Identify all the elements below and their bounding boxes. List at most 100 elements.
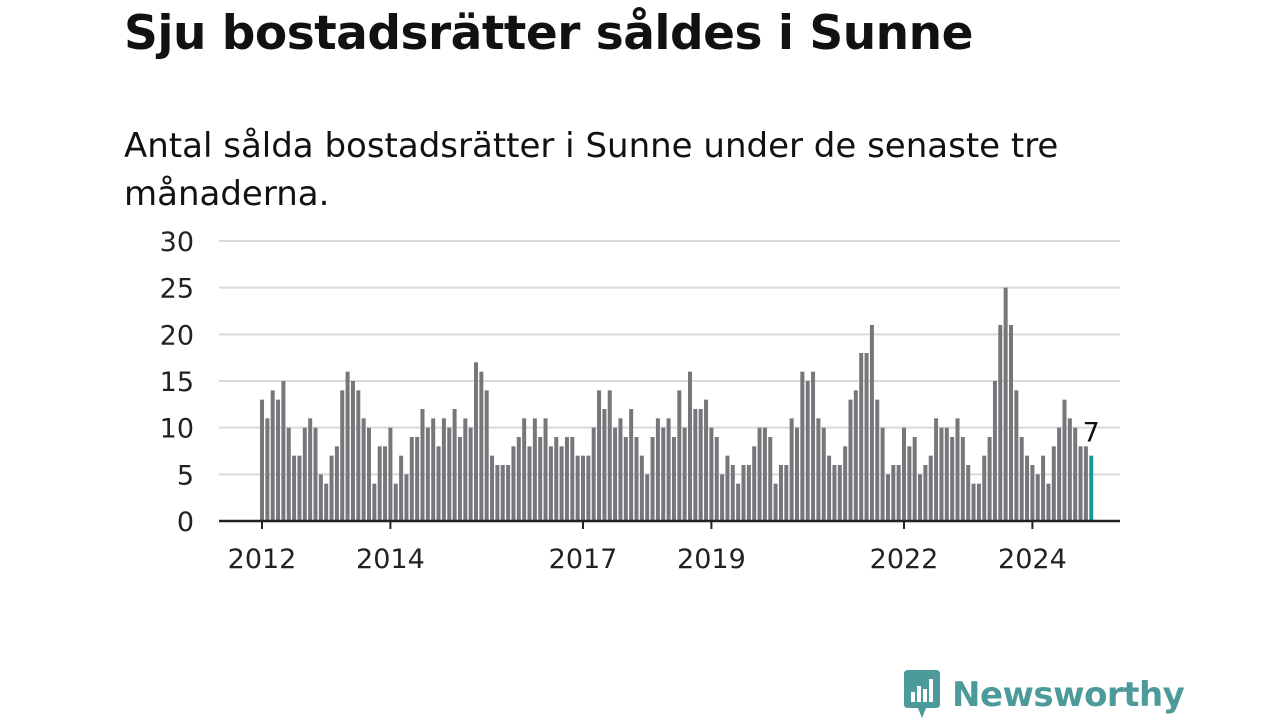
bar <box>1003 287 1008 521</box>
bar <box>516 437 521 521</box>
bar <box>789 418 794 521</box>
bar <box>479 371 484 521</box>
bar <box>1062 399 1067 521</box>
bar <box>532 418 537 521</box>
bar <box>468 427 473 521</box>
bar <box>955 418 960 521</box>
bar <box>966 465 971 521</box>
bar <box>682 427 687 521</box>
bar <box>875 399 880 521</box>
bar <box>773 483 778 521</box>
bar <box>388 427 393 521</box>
bar <box>613 427 618 521</box>
bar <box>725 455 730 521</box>
bar <box>575 455 580 521</box>
bar <box>345 371 350 521</box>
chart-subtitle: Antal sålda bostadsrätter i Sunne under … <box>124 126 1059 214</box>
bar <box>650 437 655 521</box>
bar <box>1025 455 1030 521</box>
bar <box>506 465 511 521</box>
bar <box>848 399 853 521</box>
bar <box>441 418 446 521</box>
bar <box>853 390 858 521</box>
bar <box>971 483 976 521</box>
bar <box>869 325 874 521</box>
bar <box>800 371 805 521</box>
bar <box>313 427 318 521</box>
bar <box>634 437 639 521</box>
bar <box>709 427 714 521</box>
y-tick-label: 0 <box>177 507 194 538</box>
bar <box>1009 325 1013 521</box>
bar <box>361 418 366 521</box>
bar <box>859 353 864 521</box>
bar <box>554 437 559 521</box>
bar <box>944 427 949 521</box>
bar <box>992 381 997 521</box>
bar <box>286 427 291 521</box>
bar <box>597 390 602 521</box>
bar <box>334 446 339 521</box>
bar <box>982 455 987 521</box>
bar <box>260 399 264 521</box>
bar <box>543 418 548 521</box>
bar <box>1030 465 1035 521</box>
bar <box>677 390 682 521</box>
bar <box>356 390 361 521</box>
bar <box>768 437 773 521</box>
bar <box>490 455 495 521</box>
bar <box>393 483 398 521</box>
bar <box>907 446 912 521</box>
bar <box>885 474 890 521</box>
bar <box>265 418 270 521</box>
bar <box>457 437 462 521</box>
bar <box>538 437 543 521</box>
bar <box>570 437 575 521</box>
bar <box>484 390 489 521</box>
bar <box>864 353 869 521</box>
bar <box>762 427 767 521</box>
bar <box>618 418 623 521</box>
bar <box>827 455 832 521</box>
x-tick-label: 2014 <box>356 544 425 575</box>
bar <box>816 418 821 521</box>
bar <box>591 427 596 521</box>
bar <box>928 455 933 521</box>
bar <box>1083 446 1088 521</box>
bar <box>757 427 762 521</box>
bar <box>511 446 516 521</box>
bar <box>522 418 527 521</box>
x-tick-label: 2019 <box>677 544 746 575</box>
bar <box>671 437 676 521</box>
bar <box>1073 427 1078 521</box>
bar <box>918 474 923 521</box>
bar <box>409 437 414 521</box>
x-tick-label: 2017 <box>549 544 618 575</box>
bar <box>629 409 634 521</box>
bar <box>805 381 810 521</box>
last-value-label: 7 <box>1083 418 1100 449</box>
bar <box>318 474 323 521</box>
bar <box>297 455 302 521</box>
x-tick-label: 2024 <box>998 544 1067 575</box>
bar <box>778 465 783 521</box>
bar <box>934 418 939 521</box>
bar <box>399 455 404 521</box>
bar <box>741 465 746 521</box>
bar <box>950 437 955 521</box>
bar <box>1046 483 1051 521</box>
bar <box>281 381 286 521</box>
bar <box>292 455 297 521</box>
bar <box>666 418 671 521</box>
bar <box>377 446 382 521</box>
y-tick-label: 5 <box>177 460 194 491</box>
bar <box>1041 455 1046 521</box>
bar <box>896 465 901 521</box>
y-tick-label: 30 <box>160 227 194 258</box>
bar <box>447 427 452 521</box>
bar <box>474 362 478 521</box>
bar <box>832 465 837 521</box>
bar-chart-speech-bubble-icon <box>904 670 940 718</box>
highlighted-bar <box>1089 455 1094 521</box>
bar <box>1078 446 1083 521</box>
